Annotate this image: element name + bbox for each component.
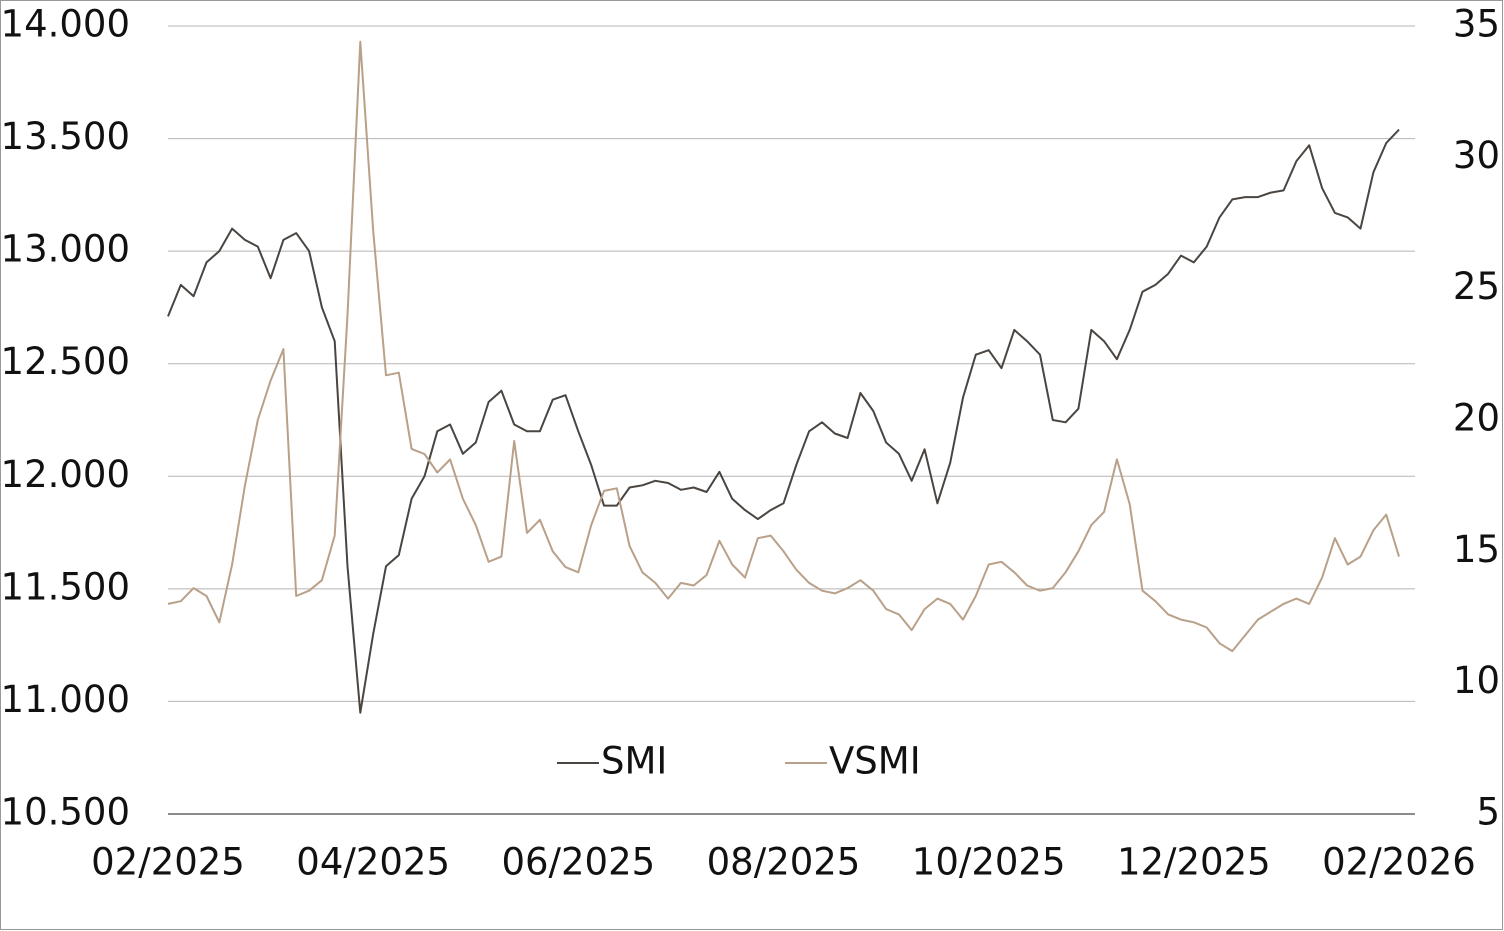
y-tick-label: 13.000 bbox=[1, 228, 130, 271]
y2-tick-label: 15 bbox=[1453, 528, 1500, 571]
x-tick-label: 02/2026 bbox=[1322, 841, 1476, 884]
y-tick-label: 10.500 bbox=[1, 791, 130, 834]
y-tick-label: 12.000 bbox=[1, 453, 130, 496]
y2-tick-label: 25 bbox=[1453, 265, 1500, 308]
x-tick-label: 12/2025 bbox=[1117, 841, 1271, 884]
x-tick-label: 06/2025 bbox=[501, 841, 655, 884]
x-tick-label: 08/2025 bbox=[707, 841, 861, 884]
x-tick-label: 10/2025 bbox=[912, 841, 1066, 884]
y2-tick-label: 10 bbox=[1453, 659, 1500, 702]
y2-tick-label: 5 bbox=[1476, 791, 1500, 834]
y-tick-label: 12.500 bbox=[1, 340, 130, 383]
x-tick-label: 02/2025 bbox=[91, 841, 245, 884]
series-line bbox=[167, 128, 1400, 714]
y2-tick-label: 30 bbox=[1453, 134, 1500, 177]
x-tick-label: 04/2025 bbox=[296, 841, 450, 884]
y-tick-label: 14.000 bbox=[1, 3, 130, 46]
y2-tick-label: 20 bbox=[1453, 397, 1500, 440]
y-tick-label: 13.500 bbox=[1, 115, 130, 158]
y2-tick-label: 35 bbox=[1453, 3, 1500, 46]
series-line bbox=[167, 40, 1400, 653]
legend-label: VSMI bbox=[829, 740, 921, 783]
legend-label: SMI bbox=[601, 740, 667, 783]
y-tick-label: 11.500 bbox=[1, 565, 130, 608]
y-tick-label: 11.000 bbox=[1, 678, 130, 721]
